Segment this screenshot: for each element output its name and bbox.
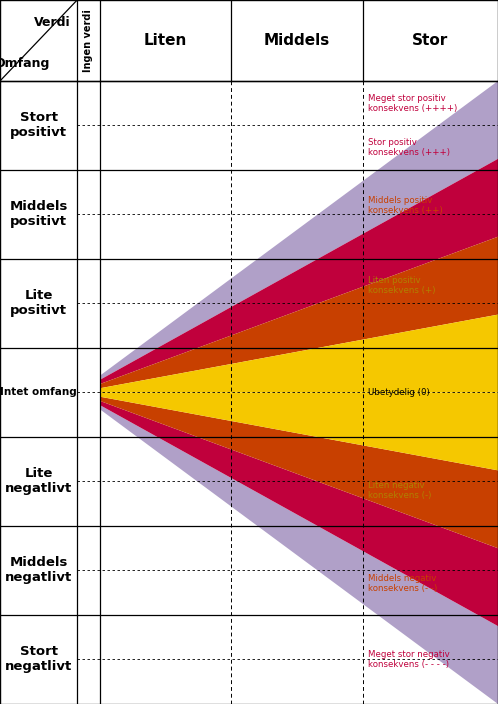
Text: Middels: Middels — [263, 33, 330, 48]
Text: Meget stor negativ
konsekvens (- - - -): Meget stor negativ konsekvens (- - - -) — [368, 650, 450, 669]
Text: Ingen verdi: Ingen verdi — [83, 9, 94, 72]
Text: Stort
negatlivt: Stort negatlivt — [5, 646, 72, 674]
Text: Verdi: Verdi — [34, 16, 71, 29]
Text: Ubetydelig (0): Ubetydelig (0) — [368, 388, 430, 397]
Text: Liten negativ
konsekvens (-): Liten negativ konsekvens (-) — [368, 481, 431, 500]
Text: Middels
positivt: Middels positivt — [9, 201, 68, 229]
Polygon shape — [77, 392, 498, 704]
Text: Omfang: Omfang — [0, 56, 49, 70]
Bar — [0, 81, 77, 704]
Text: Meget stor positiv
konsekvens (++++): Meget stor positiv konsekvens (++++) — [368, 94, 457, 113]
Text: Stor positiv
konsekvens (+++): Stor positiv konsekvens (+++) — [368, 138, 450, 157]
Polygon shape — [77, 392, 498, 626]
Polygon shape — [77, 315, 498, 392]
Polygon shape — [77, 159, 498, 392]
Text: Liten: Liten — [143, 33, 187, 48]
Text: Intet omfang: Intet omfang — [0, 387, 77, 398]
Text: Stor: Stor — [412, 33, 448, 48]
Polygon shape — [77, 237, 498, 392]
Polygon shape — [77, 392, 498, 470]
Text: Middels positiv
konsekvens (++): Middels positiv konsekvens (++) — [368, 196, 443, 215]
Polygon shape — [77, 392, 498, 548]
Polygon shape — [77, 81, 498, 392]
Bar — [77, 81, 100, 704]
Bar — [0, 0, 498, 81]
Text: Middels negativ
konsekvens (- -): Middels negativ konsekvens (- -) — [368, 574, 437, 593]
Text: Lite
positivt: Lite positivt — [10, 289, 67, 318]
Text: Stort
positivt: Stort positivt — [10, 111, 67, 139]
Text: Lite
negatlivt: Lite negatlivt — [5, 467, 72, 496]
Text: Stor negativ
konsekvens (- -): Stor negativ konsekvens (- -) — [368, 534, 437, 553]
Text: Middels
negatlivt: Middels negatlivt — [5, 556, 72, 584]
Text: Liten positiv
konsekvens (+): Liten positiv konsekvens (+) — [368, 276, 435, 295]
